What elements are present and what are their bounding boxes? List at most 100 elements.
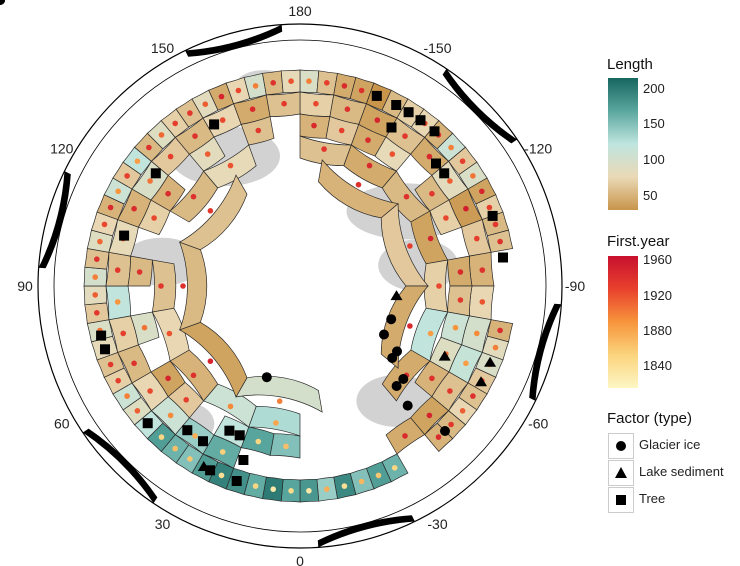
first-year-dot bbox=[457, 297, 464, 303]
first-year-dot bbox=[448, 421, 454, 428]
first-year-dot bbox=[192, 433, 198, 439]
tree-marker bbox=[234, 430, 245, 441]
first-year-dot bbox=[311, 122, 317, 129]
first-year-dot bbox=[341, 83, 348, 89]
first-year-dot bbox=[324, 80, 330, 86]
tree-marker bbox=[238, 455, 249, 465]
angle-tick-label: -60 bbox=[528, 416, 548, 432]
first-year-dot bbox=[114, 299, 121, 305]
first-year-dot bbox=[218, 472, 225, 479]
first-year-dot bbox=[402, 433, 408, 439]
ring-band bbox=[185, 24, 283, 57]
tree-marker bbox=[487, 210, 498, 221]
first-year-dot bbox=[124, 173, 130, 179]
first-year-dot bbox=[165, 375, 171, 382]
first-year-dot bbox=[427, 330, 434, 337]
first-year-dot bbox=[227, 403, 234, 410]
first-year-dot bbox=[341, 483, 348, 489]
angle-tick-label: 30 bbox=[155, 516, 171, 532]
first-year-dot bbox=[97, 238, 103, 245]
first-year-dot bbox=[107, 361, 114, 368]
lake-sediment-marker bbox=[484, 356, 497, 367]
first-year-dot bbox=[158, 434, 165, 440]
first-year-dot bbox=[151, 215, 157, 221]
first-year-dot bbox=[479, 267, 486, 273]
tree-marker bbox=[386, 122, 397, 133]
tree-marker bbox=[100, 344, 110, 355]
first-year-dot bbox=[452, 324, 459, 331]
first-year-dot bbox=[146, 144, 152, 151]
first-year-dot bbox=[447, 178, 453, 184]
tree-marker bbox=[429, 126, 440, 137]
first-year-dot bbox=[94, 310, 100, 316]
factor-legend-title: Factor (type) bbox=[607, 410, 693, 427]
first-year-dot bbox=[436, 283, 442, 289]
first-year-dot bbox=[219, 117, 226, 123]
first-year-dot bbox=[92, 292, 98, 298]
colorbar-tick-label: 1920 bbox=[643, 287, 672, 303]
first-year-dot bbox=[115, 377, 121, 384]
colorbar-tick-label: 200 bbox=[643, 80, 665, 96]
first-year-dot bbox=[492, 221, 499, 228]
first-year-dot bbox=[426, 153, 433, 160]
factor-legend-label: Glacier ice bbox=[639, 437, 701, 452]
first-year-dot bbox=[497, 238, 503, 245]
first-year-dot bbox=[207, 358, 214, 365]
first-year-dot bbox=[459, 408, 466, 414]
first-year-dot bbox=[192, 133, 198, 139]
first-year-dot bbox=[92, 274, 98, 280]
first-year-dot bbox=[344, 106, 351, 112]
length-legend-title: Length bbox=[607, 56, 653, 73]
tree-marker bbox=[231, 476, 242, 486]
angle-tick-label: 120 bbox=[50, 141, 74, 157]
first-year-dot bbox=[120, 330, 126, 337]
tree-marker bbox=[498, 252, 508, 263]
first-year-dot bbox=[94, 256, 100, 263]
angle-tick-label: 0 bbox=[296, 553, 304, 566]
first-year-dot bbox=[403, 193, 410, 200]
tree-marker bbox=[209, 119, 220, 130]
first-year-dot bbox=[227, 162, 234, 169]
first-year-dot bbox=[457, 269, 464, 275]
first-year-dot bbox=[497, 327, 503, 334]
first-year-legend-title: First.year bbox=[607, 233, 670, 250]
first-year-dot bbox=[374, 117, 381, 123]
first-year-dot bbox=[136, 269, 143, 275]
first-year-dot bbox=[255, 127, 262, 134]
first-year-dot bbox=[358, 478, 365, 485]
tree-marker bbox=[182, 425, 193, 436]
first-year-dot bbox=[470, 393, 476, 399]
first-year-dot bbox=[235, 87, 242, 94]
triangle-icon bbox=[615, 467, 627, 478]
angle-tick-label: -120 bbox=[524, 141, 552, 157]
first-year-dot bbox=[402, 133, 408, 139]
site-markers bbox=[0, 0, 508, 486]
first-year-dot bbox=[391, 465, 398, 471]
first-year-dot bbox=[147, 178, 153, 184]
outer-ring bbox=[37, 23, 563, 549]
first-year-dot bbox=[463, 205, 469, 212]
first-year-dot bbox=[187, 456, 193, 462]
square-icon bbox=[616, 495, 626, 505]
first-year-dot bbox=[270, 80, 277, 86]
angle-ticks: 180 150 120 90 60 30 0 -30 -60 -90 -120 -150 bbox=[17, 3, 585, 566]
first-year-dot bbox=[190, 193, 197, 200]
lake-sediment-marker bbox=[390, 290, 403, 301]
tree-marker bbox=[431, 158, 441, 169]
first-year-dot bbox=[443, 215, 449, 221]
first-year-dot bbox=[252, 83, 259, 89]
first-year-dot bbox=[219, 449, 226, 455]
first-year-dot bbox=[172, 445, 178, 452]
tree-marker bbox=[371, 90, 382, 101]
first-year-dot bbox=[115, 188, 121, 195]
first-year-dot bbox=[492, 344, 499, 351]
glacier-ice-marker bbox=[402, 400, 413, 411]
glacier-ice-marker bbox=[440, 426, 450, 436]
angle-tick-label: 60 bbox=[54, 416, 70, 432]
first-year-colorbar bbox=[608, 256, 638, 388]
first-year-dot bbox=[141, 324, 148, 331]
first-year-dot bbox=[166, 330, 173, 337]
first-year-dot bbox=[202, 101, 209, 107]
first-year-dot bbox=[470, 173, 476, 179]
first-year-dot bbox=[147, 388, 153, 394]
